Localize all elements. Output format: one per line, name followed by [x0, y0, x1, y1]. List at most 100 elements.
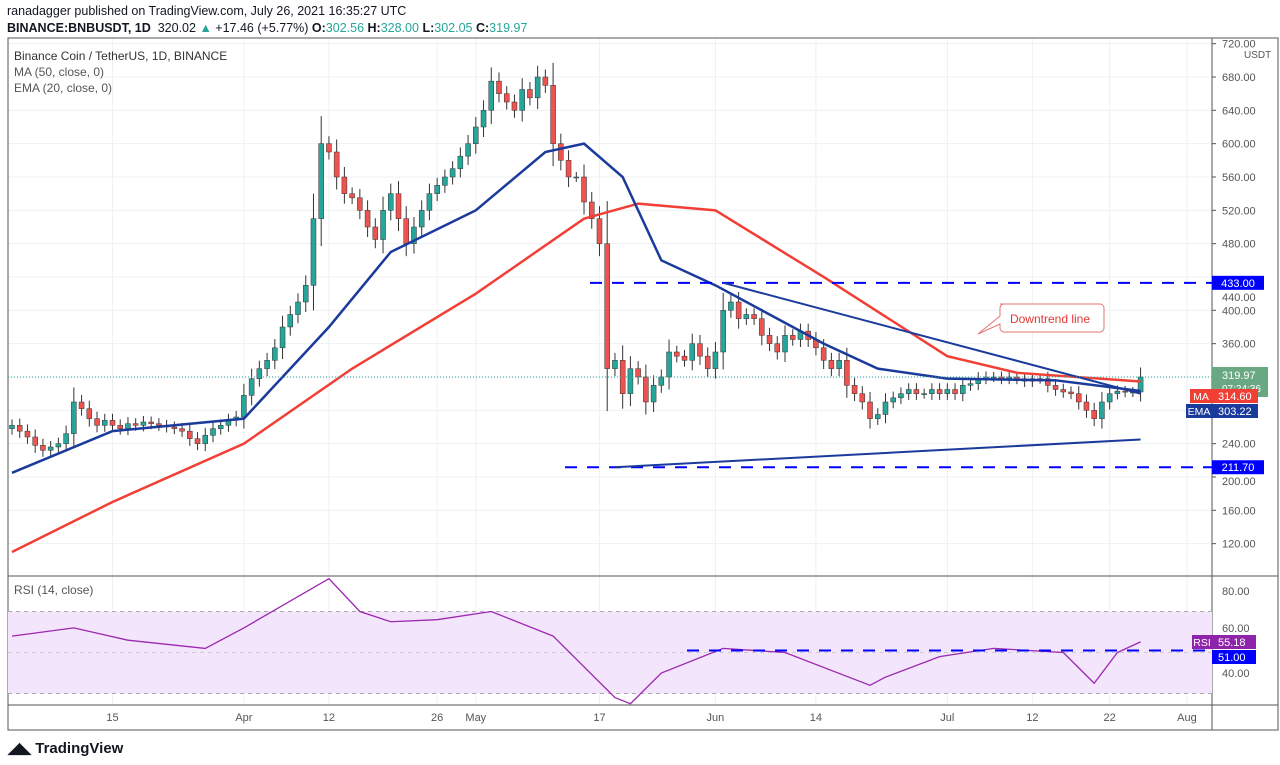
candle-body: [844, 360, 850, 386]
candle-body: [503, 93, 510, 103]
candle-body: [140, 421, 147, 426]
candle-body: [125, 423, 131, 429]
candle-body: [558, 143, 564, 161]
candle-body: [789, 335, 796, 340]
candle-body: [63, 433, 69, 444]
candle-body: [759, 318, 765, 336]
candle-body: [936, 389, 943, 394]
indicator-value-tag: [1212, 404, 1258, 418]
candle-body: [94, 418, 100, 426]
rsi-tick-label: 60.00: [1222, 623, 1250, 635]
candle-body: [349, 193, 355, 199]
candle-body: [16, 425, 23, 432]
candle-body: [357, 197, 363, 211]
candle-body: [318, 143, 324, 219]
candle-body: [952, 389, 958, 394]
candle-body: [542, 76, 549, 86]
rsi-value: 55.18: [1218, 637, 1246, 649]
rsi-name-tag: [1192, 635, 1212, 649]
candle-body: [210, 428, 216, 436]
candle-body: [341, 176, 348, 194]
price-tick-label: 560.00: [1222, 172, 1256, 184]
time-tick-label: Apr: [235, 712, 252, 724]
candle-body: [156, 423, 162, 426]
price-tick-label: 120.00: [1222, 539, 1256, 551]
c-label: C:: [475, 21, 490, 35]
logo-icon: ◢◣: [8, 740, 36, 757]
price-tick-label: 240.00: [1222, 439, 1256, 451]
candle-body: [573, 176, 580, 179]
rsi-line: [11, 577, 1141, 705]
candle-body: [9, 425, 15, 429]
candle-body: [712, 351, 719, 369]
time-tick-label: 12: [323, 712, 335, 724]
chart-title: Binance Coin / TetherUS, 1D, BINANCE: [14, 49, 228, 63]
last-price: 320.02: [157, 21, 196, 35]
candle-body: [550, 85, 556, 144]
candle-body: [480, 110, 487, 128]
price-tick-label: 720.00: [1222, 39, 1256, 51]
indicator-tag: [1190, 389, 1212, 403]
price-tick-label: 360.00: [1222, 339, 1256, 351]
symbol: BINANCE:BNBUSDT, 1D: [7, 21, 151, 35]
candle-body: [774, 343, 781, 353]
rsi-legend[interactable]: RSI (14, close): [14, 583, 94, 597]
candle-body: [388, 193, 394, 211]
candle-body: [581, 176, 587, 203]
candle-body: [32, 436, 38, 446]
time-tick-label: 22: [1104, 712, 1116, 724]
publisher-line: ranadagger published on TradingView.com,…: [7, 4, 407, 18]
price-tick-label: 640.00: [1222, 105, 1256, 117]
candle-body: [697, 343, 703, 357]
candle-body: [364, 210, 371, 228]
time-tick-label: 15: [106, 712, 118, 724]
candle-body: [1106, 393, 1113, 403]
candle-body: [1045, 378, 1051, 386]
logo-text: TradingView: [35, 740, 124, 757]
candle-body: [194, 438, 201, 444]
candle-body: [635, 368, 641, 378]
close-value: 319.97: [489, 21, 528, 35]
rsi-level-label: 51.00: [1218, 652, 1246, 664]
candle-body: [1075, 393, 1082, 403]
candle-body: [1060, 389, 1067, 393]
candle-body: [751, 314, 757, 319]
candle-body: [202, 435, 208, 444]
ma-legend[interactable]: MA (50, close, 0): [14, 65, 105, 79]
candle-body: [851, 385, 858, 394]
symbol-ohlc-line: BINANCE:BNBUSDT, 1D 320.02 ▲ +17.46 (+5.…: [7, 21, 527, 35]
rsi-name-tag-label: RSI: [1193, 637, 1211, 649]
indicator-value: 314.60: [1218, 391, 1252, 403]
candle-body: [24, 430, 31, 438]
candle-body: [102, 420, 108, 426]
candle-body: [905, 389, 912, 394]
candle-body: [511, 101, 518, 111]
candle-body: [704, 355, 711, 369]
price-tick-label: 480.00: [1222, 239, 1256, 251]
candle-body: [241, 395, 247, 418]
tradingview-logo: ◢◣ TradingView: [8, 739, 123, 757]
candle-body: [674, 351, 680, 357]
candle-body: [395, 193, 402, 219]
level-tag: [1212, 275, 1264, 290]
candle-body: [735, 301, 742, 319]
candle-body: [287, 314, 294, 328]
candle-body: [109, 420, 116, 426]
candle-body: [47, 446, 54, 451]
candle-body: [658, 376, 665, 386]
price-tick-label: 440.00: [1222, 292, 1256, 304]
candle-body: [913, 389, 920, 394]
candle-body: [720, 310, 726, 353]
o-label: O:: [311, 21, 326, 35]
candle-body: [882, 401, 889, 415]
candle-body: [728, 301, 734, 311]
candle-body: [457, 155, 464, 169]
ema20-line: [11, 142, 1141, 474]
candle-body: [921, 393, 927, 395]
chart-frame: [7, 37, 1279, 731]
annotation-text: Downtrend line: [1010, 312, 1090, 326]
up-arrow-icon: ▲: [199, 21, 212, 35]
time-tick-label: 12: [1026, 712, 1038, 724]
ema-legend[interactable]: EMA (20, close, 0): [14, 81, 113, 95]
